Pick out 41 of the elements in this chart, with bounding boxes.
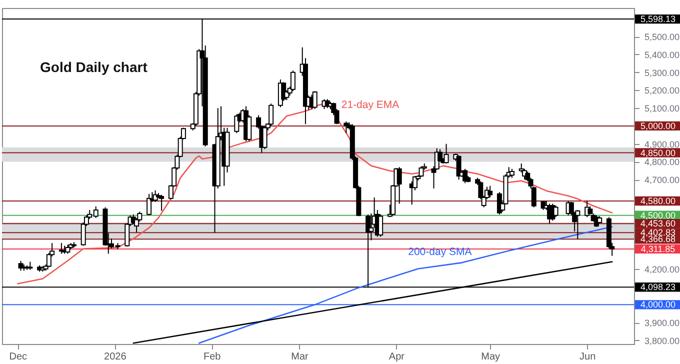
y-tick-label: 5,300.00 xyxy=(644,68,680,78)
ref-line-label: 5,598.13 xyxy=(640,14,676,24)
x-tick-label: May xyxy=(481,352,500,362)
candlestick xyxy=(262,125,268,150)
candlestick xyxy=(312,90,318,110)
y-tick-label: 5,200.00 xyxy=(644,86,680,96)
ref-line-label: 4,500.00 xyxy=(640,210,676,220)
y-tick-label: 5,100.00 xyxy=(644,104,680,114)
y-tick-label: 5,500.00 xyxy=(644,32,680,42)
candlestick xyxy=(246,114,252,142)
candlestick xyxy=(488,185,493,198)
ref-line-label: 4,098.23 xyxy=(640,282,676,292)
candlestick xyxy=(268,103,274,126)
series-label: 200-day SMA xyxy=(408,246,472,258)
ref-line-label: 5,000.00 xyxy=(640,120,676,131)
ref-line-label: 4,000.00 xyxy=(640,300,676,310)
y-tick-label: 5,400.00 xyxy=(644,50,680,60)
series-label: 21-day EMA xyxy=(341,99,400,112)
y-tick-label: 3,900.00 xyxy=(644,318,680,328)
y-tick-label: 4,800.00 xyxy=(644,157,680,168)
y-tick-label: 4,700.00 xyxy=(644,175,680,186)
ref-line-label: 4,580.00 xyxy=(640,196,676,206)
candlestick xyxy=(396,166,402,204)
x-tick-label: Apr xyxy=(388,352,406,362)
x-tick-label: Mar xyxy=(291,352,309,362)
y-tick-label: 3,800.00 xyxy=(644,336,680,346)
x-tick-label: Feb xyxy=(204,352,222,362)
candlestick xyxy=(553,204,558,218)
x-tick-label: 2026 xyxy=(104,352,127,362)
candlestick xyxy=(418,166,424,178)
x-tick-label: Jun xyxy=(580,352,596,362)
candlestick xyxy=(378,214,384,238)
x-tick-label: Dec xyxy=(9,352,28,362)
text: Gold Daily chart xyxy=(40,59,148,75)
candlestick xyxy=(290,70,296,92)
y-tick-label: 4,900.00 xyxy=(644,139,680,150)
candlestick xyxy=(234,114,240,134)
ref-line-label: 4,850.00 xyxy=(640,148,676,158)
y-tick-label: 4,200.00 xyxy=(644,264,680,274)
ref-line-label: 4,453.60 xyxy=(640,218,676,229)
ref-line-label: 4,311.85 xyxy=(640,244,676,254)
